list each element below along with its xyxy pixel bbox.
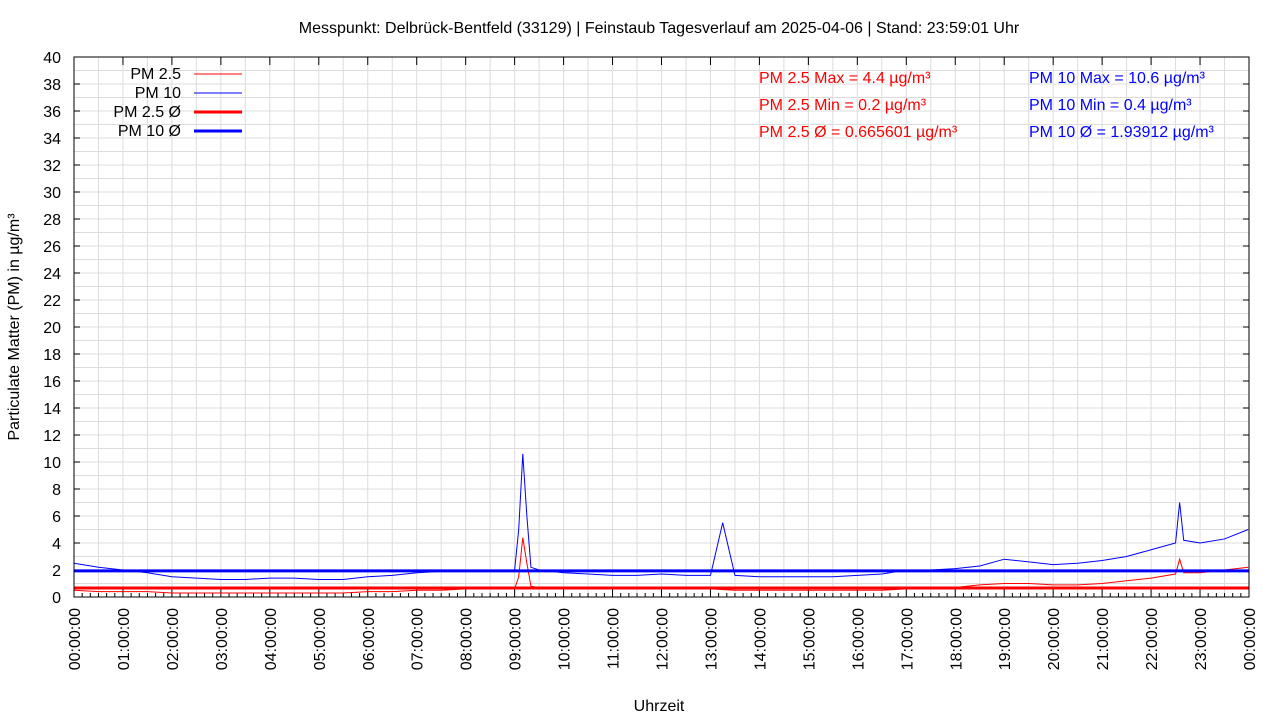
y-tick-label: 36 bbox=[43, 104, 61, 121]
x-tick-label: 13:00:00 bbox=[703, 608, 720, 670]
y-tick-label: 40 bbox=[43, 50, 61, 67]
x-tick-label: 20:00:00 bbox=[1046, 608, 1063, 670]
y-tick-label: 18 bbox=[43, 347, 61, 364]
plot-border bbox=[73, 56, 1250, 598]
x-tick-label: 00:00:00 bbox=[67, 608, 84, 670]
x-tick-label: 02:00:00 bbox=[165, 608, 182, 670]
legend-label: PM 2.5 bbox=[130, 66, 181, 83]
y-tick-label: 8 bbox=[52, 482, 61, 499]
x-tick-label: 15:00:00 bbox=[801, 608, 818, 670]
x-tick-label: 07:00:00 bbox=[410, 608, 427, 670]
legend: PM 2.5 PM 10 PM 2.5 Ø PM 10 Ø bbox=[113, 66, 242, 140]
y-axis-label: Particulate Matter (PM) in µg/m³ bbox=[6, 213, 23, 441]
y-tick-label: 20 bbox=[43, 320, 61, 337]
series-line-pm10 bbox=[73, 453, 1249, 580]
y-tick-label: 10 bbox=[43, 455, 61, 472]
pm10-min-text: PM 10 Min = 0.4 µg/m³ bbox=[1029, 97, 1192, 114]
x-tick-label: 09:00:00 bbox=[508, 608, 525, 670]
y-tick-label: 12 bbox=[43, 428, 61, 445]
x-tick-label: 16:00:00 bbox=[850, 608, 867, 670]
pm25-min-text: PM 2.5 Min = 0.2 µg/m³ bbox=[759, 97, 927, 114]
tick-marks bbox=[73, 56, 1250, 598]
y-tick-label: 28 bbox=[43, 212, 61, 229]
y-tick-label: 6 bbox=[52, 509, 61, 526]
pm25-avg-text: PM 2.5 Ø = 0.665601 µg/m³ bbox=[759, 124, 958, 141]
x-tick-labels: 00:00:00 01:00:00 02:00:00 03:00:00 04:00:00… bbox=[67, 608, 1259, 670]
y-tick-label: 30 bbox=[43, 185, 61, 202]
chart-title: Messpunkt: Delbrück-Bentfeld (33129) | F… bbox=[299, 20, 1020, 37]
y-tick-label: 34 bbox=[43, 131, 61, 148]
x-tick-label: 12:00:00 bbox=[655, 608, 672, 670]
x-tick-label: 14:00:00 bbox=[752, 608, 769, 670]
y-tick-label: 32 bbox=[43, 158, 61, 175]
x-tick-label: 08:00:00 bbox=[459, 608, 476, 670]
pm25-max-text: PM 2.5 Max = 4.4 µg/m³ bbox=[759, 70, 931, 87]
x-tick-label: 06:00:00 bbox=[361, 608, 378, 670]
y-tick-label: 24 bbox=[43, 266, 61, 283]
y-tick-label: 0 bbox=[52, 590, 61, 607]
x-tick-label: 18:00:00 bbox=[948, 608, 965, 670]
y-tick-label: 14 bbox=[43, 401, 61, 418]
y-tick-label: 16 bbox=[43, 374, 61, 391]
grid bbox=[74, 57, 1249, 597]
pm10-max-text: PM 10 Max = 10.6 µg/m³ bbox=[1029, 70, 1206, 87]
x-tick-label: 04:00:00 bbox=[263, 608, 280, 670]
x-tick-label: 23:00:00 bbox=[1193, 608, 1210, 670]
x-tick-label: 11:00:00 bbox=[606, 608, 623, 669]
average-lines bbox=[74, 569, 1249, 590]
x-tick-label: 01:00:00 bbox=[116, 608, 133, 670]
legend-label: PM 10 bbox=[135, 85, 181, 102]
x-tick-label: 19:00:00 bbox=[997, 608, 1014, 670]
x-tick-label: 17:00:00 bbox=[899, 608, 916, 670]
x-axis-label: Uhrzeit bbox=[634, 698, 685, 715]
y-tick-label: 4 bbox=[52, 536, 61, 553]
legend-label: PM 10 Ø bbox=[118, 123, 181, 140]
pm10-avg-text: PM 10 Ø = 1.93912 µg/m³ bbox=[1029, 124, 1215, 141]
legend-label: PM 2.5 Ø bbox=[113, 104, 181, 121]
y-tick-label: 26 bbox=[43, 239, 61, 256]
x-tick-label: 10:00:00 bbox=[557, 608, 574, 670]
x-tick-label: 05:00:00 bbox=[312, 608, 329, 670]
y-tick-label: 22 bbox=[43, 293, 61, 310]
x-tick-label: 22:00:00 bbox=[1144, 608, 1161, 670]
y-tick-label: 38 bbox=[43, 77, 61, 94]
x-tick-label: 21:00:00 bbox=[1095, 608, 1112, 670]
x-tick-label: 03:00:00 bbox=[214, 608, 231, 670]
x-tick-label: 00:00:00 bbox=[1242, 608, 1259, 670]
y-tick-label: 2 bbox=[52, 563, 61, 580]
